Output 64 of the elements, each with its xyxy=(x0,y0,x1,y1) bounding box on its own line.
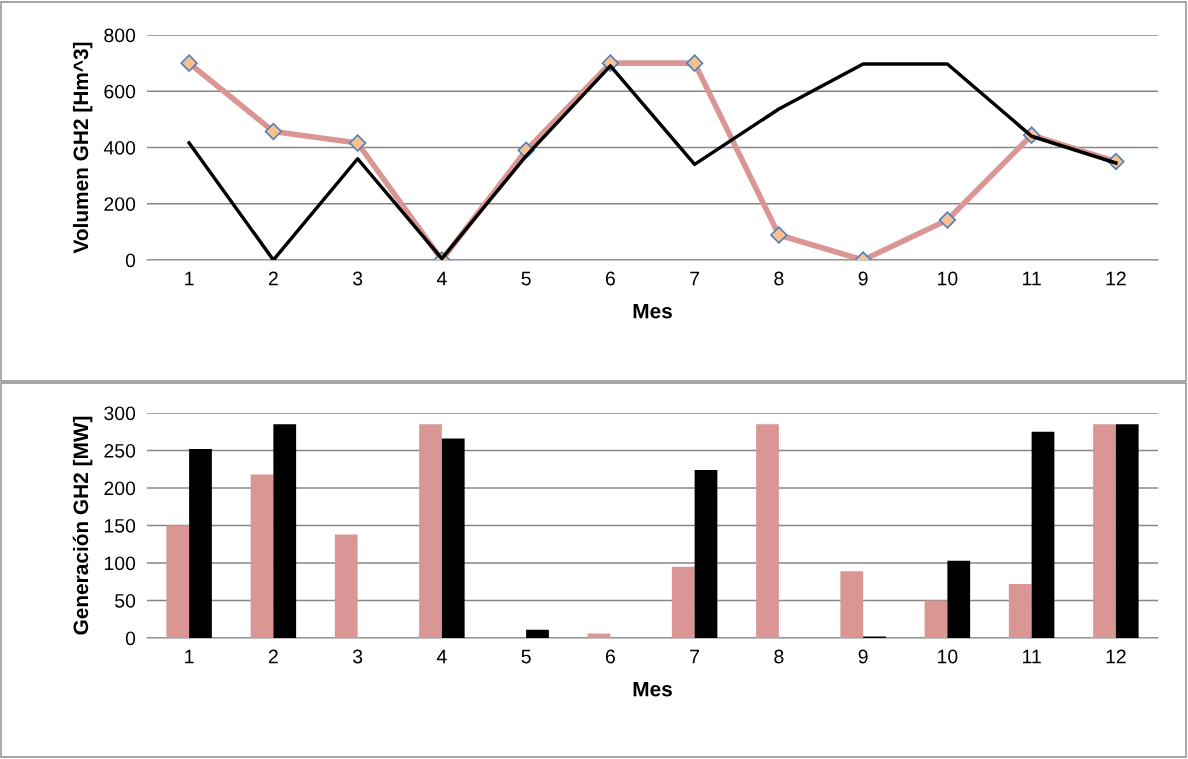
x-tick-label: 12 xyxy=(1106,649,1126,664)
x-tick-label: 6 xyxy=(605,271,615,286)
x-tick-label: 9 xyxy=(858,649,868,664)
x-tick-label: 4 xyxy=(436,649,447,664)
y-tick-label: 50 xyxy=(115,593,136,608)
y-tick-label: 600 xyxy=(104,84,136,99)
x-tick-label: 11 xyxy=(1023,649,1041,664)
y-tick-label: 200 xyxy=(104,197,136,211)
x-tick-label: 10 xyxy=(938,271,958,286)
y-tick-label: 0 xyxy=(125,253,136,268)
x-tick-label: 6 xyxy=(605,649,615,664)
x-tick-label: 1 xyxy=(185,271,194,286)
bar xyxy=(250,474,274,638)
bar xyxy=(334,534,358,638)
y-tick-label: 0 xyxy=(125,631,136,646)
bar xyxy=(694,470,718,638)
x-tick-label: 3 xyxy=(352,649,363,664)
bar xyxy=(1008,584,1032,638)
y-tick-label: 800 xyxy=(104,28,136,43)
bar xyxy=(1031,431,1055,638)
x-tick-label: 2 xyxy=(268,649,278,664)
bar xyxy=(273,424,297,638)
x-axis-title: Mes xyxy=(633,681,672,697)
x-tick-label: 4 xyxy=(436,271,447,286)
bar xyxy=(166,525,190,638)
point xyxy=(180,54,198,72)
y-tick-label: 150 xyxy=(104,518,136,533)
x-tick-label: 5 xyxy=(521,649,531,664)
y-tick-label: 300 xyxy=(104,406,136,421)
bar xyxy=(1115,424,1139,638)
bar xyxy=(924,600,948,638)
x-tick-label: 10 xyxy=(938,649,958,664)
x-tick-label: 7 xyxy=(690,271,700,286)
x-tick-label: 11 xyxy=(1023,271,1041,286)
x-tick-label: 8 xyxy=(774,649,784,664)
bar xyxy=(189,449,212,638)
x-tick-label: 5 xyxy=(521,271,531,286)
x-tick-label: 9 xyxy=(858,271,868,286)
point xyxy=(348,134,367,152)
x-tick-label: 12 xyxy=(1106,271,1126,286)
y-tick-label: 400 xyxy=(103,140,136,155)
y-tick-label: 100 xyxy=(104,556,136,571)
bar xyxy=(840,571,864,638)
point xyxy=(685,54,704,72)
bar xyxy=(756,424,779,638)
x-tick-label: 1 xyxy=(185,649,194,664)
point xyxy=(938,211,957,229)
y-axis-title: Volumen GH2 [Hm^3] xyxy=(72,42,93,254)
x-axis-title: Mes xyxy=(633,303,672,319)
point xyxy=(770,226,788,244)
bar xyxy=(526,629,549,638)
y-tick-label: 200 xyxy=(104,481,136,496)
point xyxy=(264,122,283,141)
x-tick-label: 7 xyxy=(690,649,700,664)
bar xyxy=(671,566,695,638)
x-tick-label: 8 xyxy=(774,271,784,286)
y-tick-label: 250 xyxy=(104,443,136,458)
y-axis-title: Generación GH2 [MW] xyxy=(72,416,93,635)
bar xyxy=(1093,424,1116,638)
bar xyxy=(947,560,971,638)
bar xyxy=(419,424,442,638)
bar xyxy=(441,438,465,638)
x-tick-label: 2 xyxy=(268,271,278,286)
x-tick-label: 3 xyxy=(352,271,363,286)
